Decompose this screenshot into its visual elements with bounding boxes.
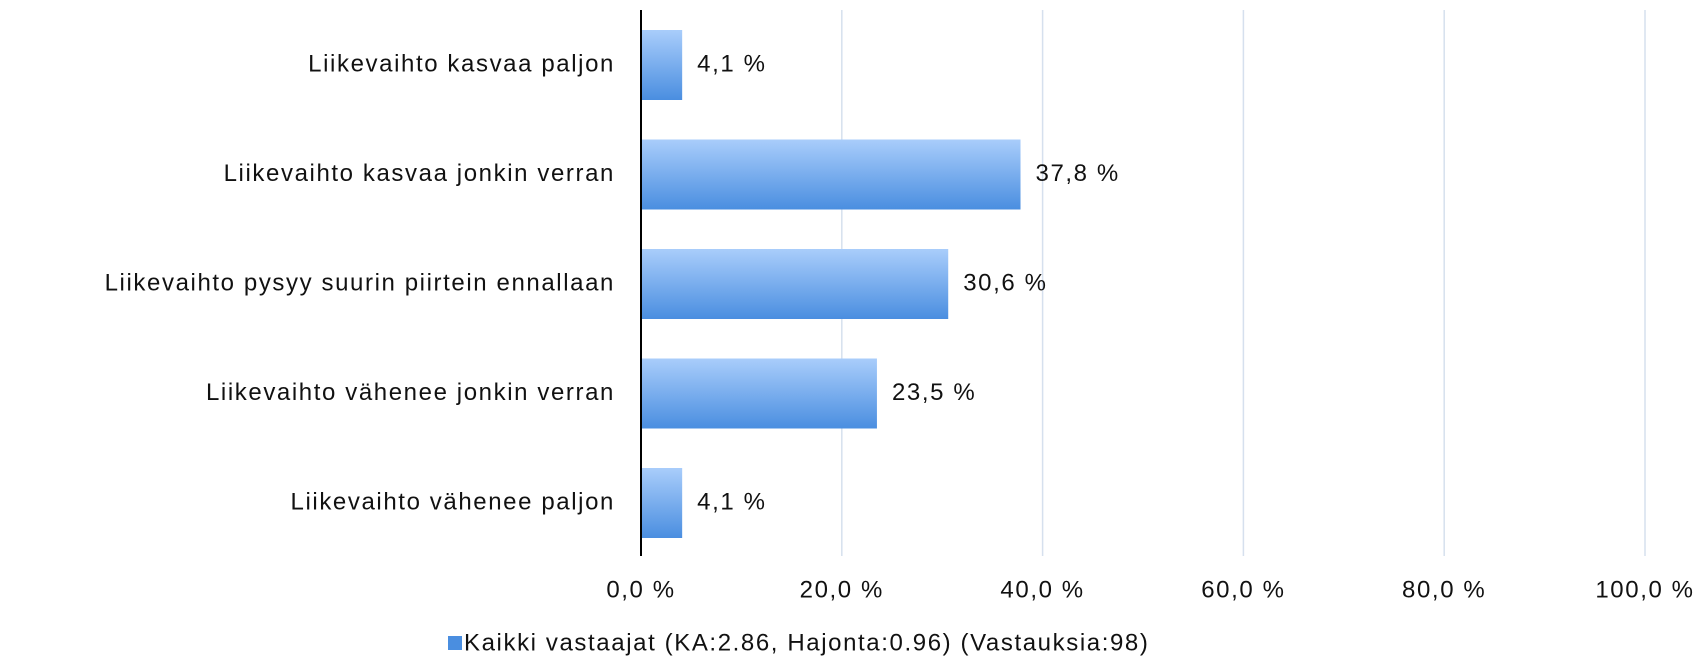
category-label: Liikevaihto vähenee jonkin verran	[206, 379, 615, 406]
x-tick-label: 20,0 %	[800, 576, 884, 603]
legend-swatch	[448, 636, 462, 650]
bar	[641, 358, 877, 429]
category-label: Liikevaihto pysyy suurin piirtein ennall…	[105, 269, 615, 296]
data-label: 4,1 %	[697, 50, 766, 77]
x-tick-label: 60,0 %	[1201, 576, 1285, 603]
bar	[641, 30, 683, 100]
category-label: Liikevaihto kasvaa paljon	[308, 50, 615, 77]
bar	[641, 139, 1021, 210]
category-label: Liikevaihto vähenee paljon	[291, 488, 615, 515]
category-label: Liikevaihto kasvaa jonkin verran	[224, 160, 615, 187]
data-label: 4,1 %	[697, 488, 766, 515]
x-tick-label: 40,0 %	[1000, 576, 1084, 603]
legend-label: Kaikki vastaajat (KA:2.86, Hajonta:0.96)…	[464, 629, 1149, 656]
data-label: 37,8 %	[1036, 160, 1120, 187]
data-label: 23,5 %	[892, 379, 976, 406]
x-tick-label: 100,0 %	[1595, 576, 1694, 603]
x-tick-label: 0,0 %	[606, 576, 675, 603]
bar	[641, 249, 949, 319]
x-tick-label: 80,0 %	[1402, 576, 1486, 603]
bar	[641, 468, 683, 538]
data-label: 30,6 %	[963, 269, 1047, 296]
